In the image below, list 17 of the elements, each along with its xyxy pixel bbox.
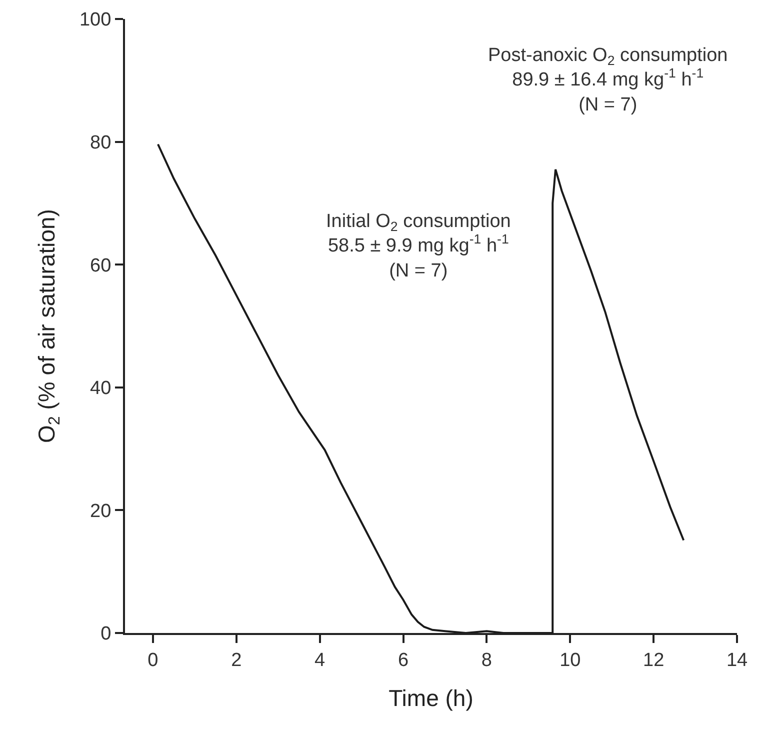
x-tick-label: 14 (726, 650, 748, 671)
x-tick-label: 6 (398, 650, 409, 671)
y-tick-label: 0 (100, 624, 112, 645)
x-tick-label: 10 (560, 650, 581, 671)
x-tick-label: 2 (231, 650, 242, 671)
x-tick-label: 12 (642, 650, 664, 671)
x-tick-label: 0 (148, 650, 158, 671)
y-tick-label: 60 (90, 255, 112, 276)
text: Post-anoxic O$_{2}$ consumption 89.9 ± 16.4 mg kg$^{-1}$ h$^{-1}$ (N = 7) (488, 45, 728, 116)
x-tick-label: 8 (481, 650, 492, 671)
text: Initial O$_{2}$ consumption 58.5 ± 9.9 mg kg$^{-1}$ h$^{-1}$ (N = 7) (326, 211, 511, 282)
x-axis-title: Time (h) (388, 684, 474, 711)
x-tick-label: 4 (314, 650, 326, 671)
y-tick-label: 20 (90, 500, 112, 522)
y-tick-label: 100 (79, 10, 112, 31)
y-tick-label: 40 (90, 378, 112, 400)
y-tick-label: 80 (90, 132, 112, 154)
